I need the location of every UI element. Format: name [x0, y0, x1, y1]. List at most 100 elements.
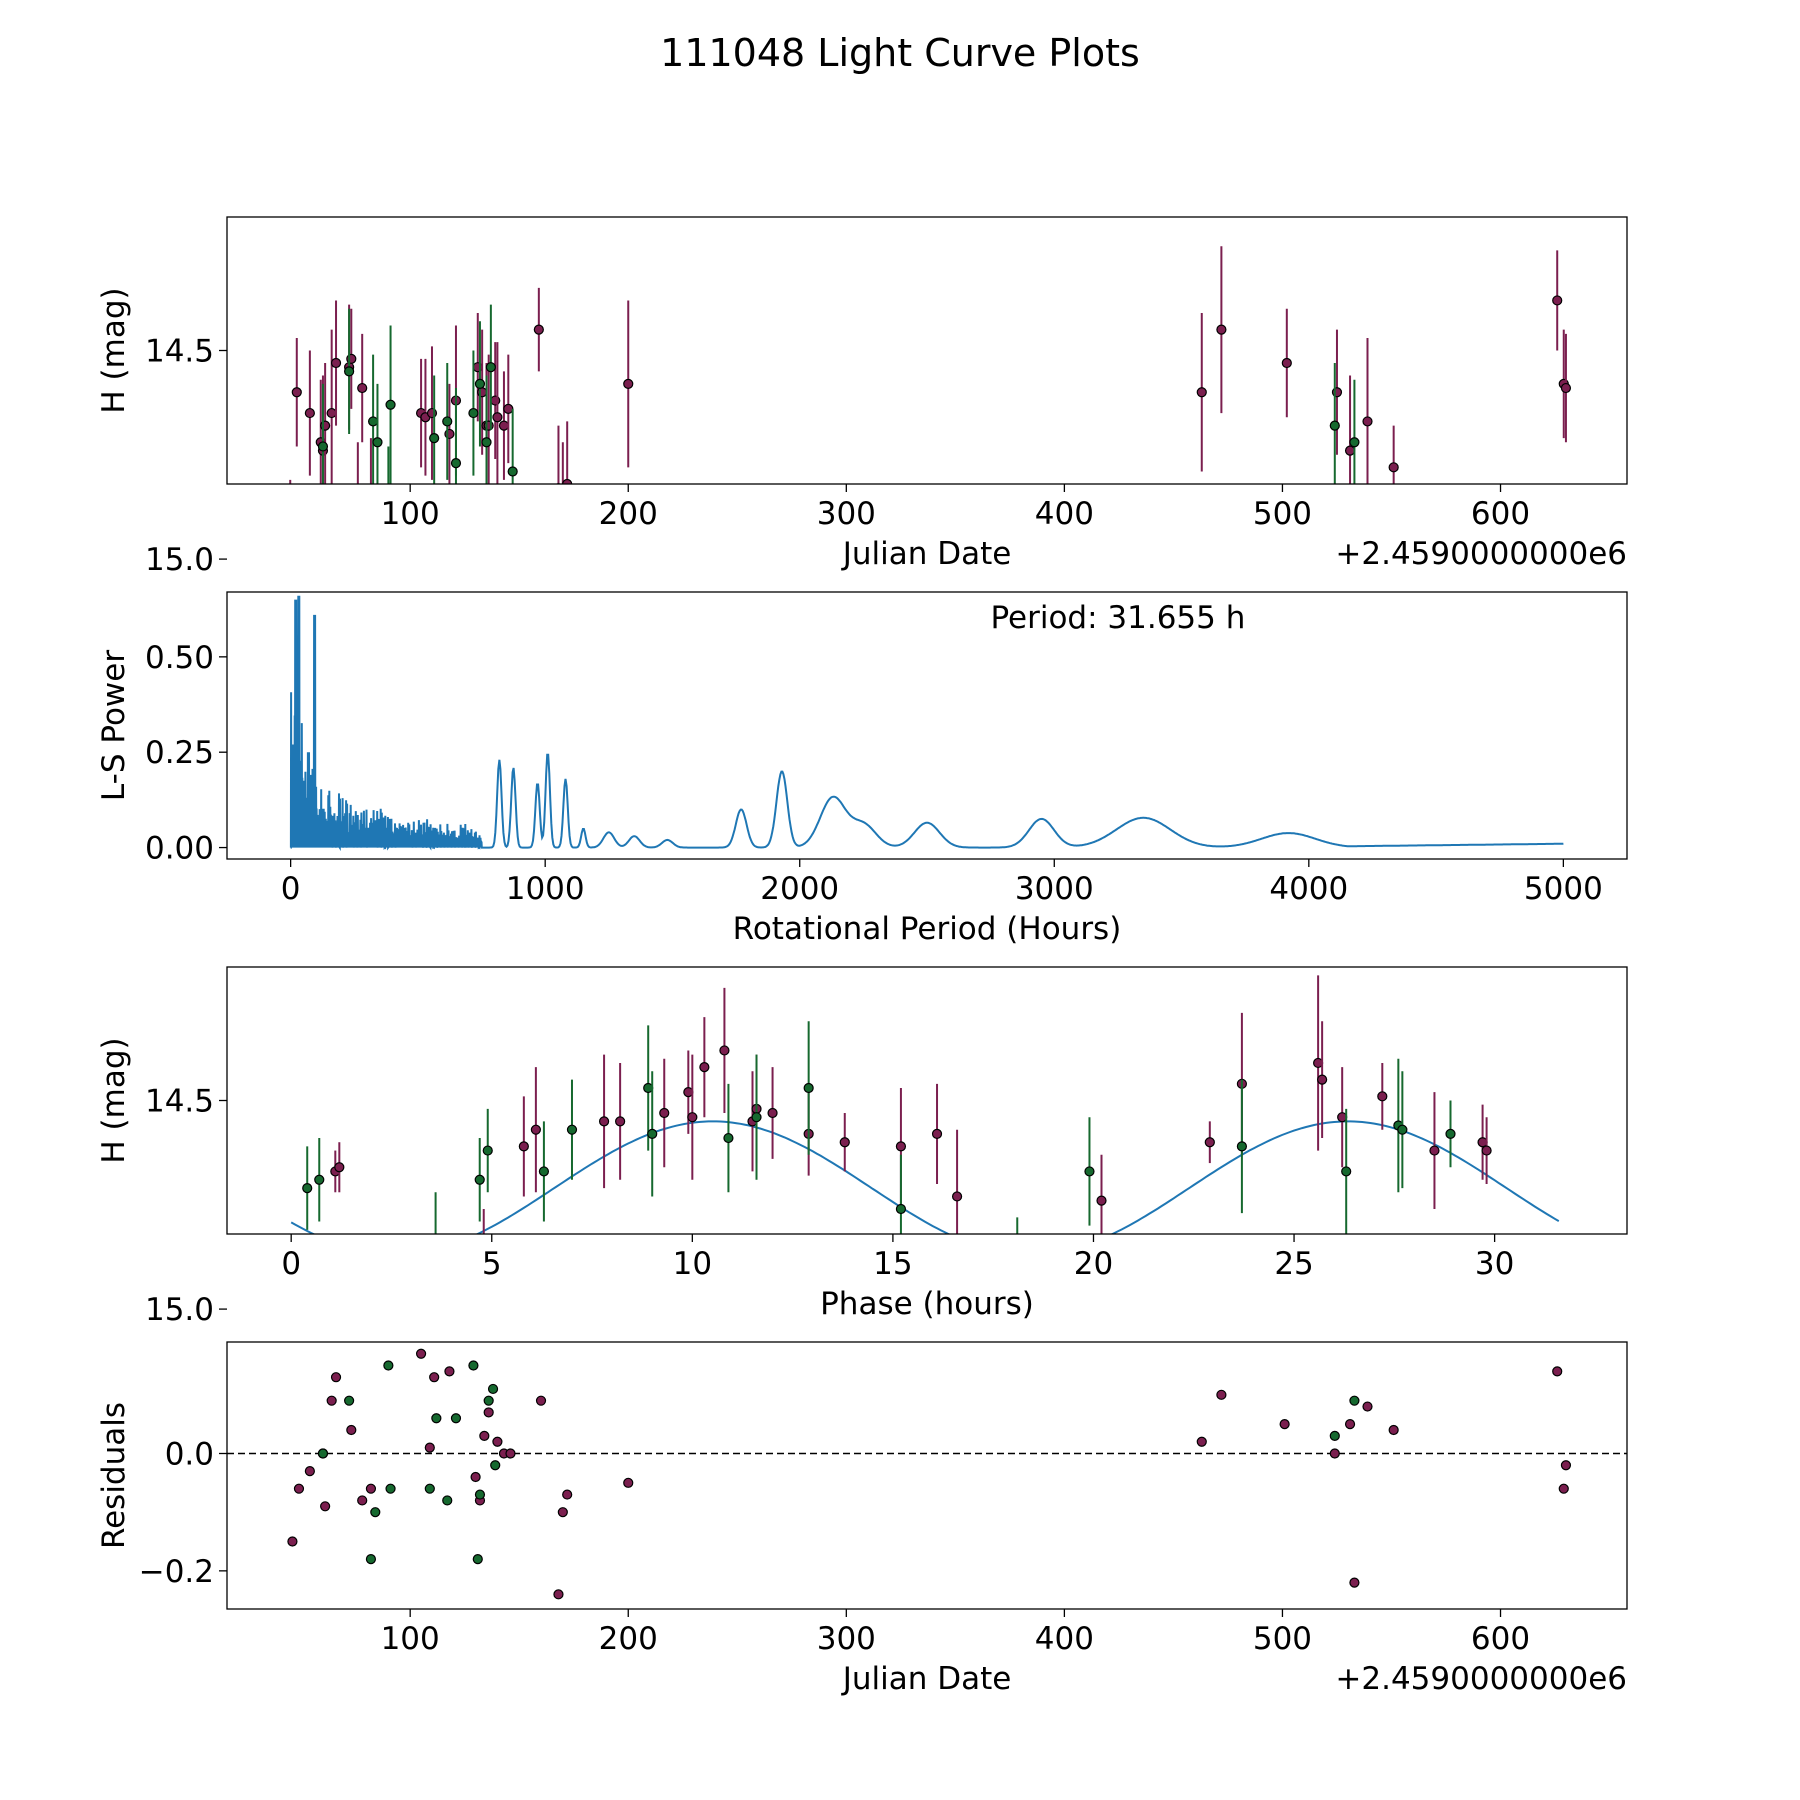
x-tick-label: 300: [817, 496, 876, 532]
data-point: [424, 1483, 435, 1494]
fit-curve: [290, 1120, 1560, 1234]
data-point: [719, 1045, 730, 1056]
data-point: [1362, 1401, 1373, 1412]
data-point: [483, 1395, 494, 1406]
data-point: [291, 387, 302, 398]
data-point: [320, 1501, 331, 1512]
x-tick-label: 5: [482, 1246, 502, 1282]
data-point: [1344, 1419, 1356, 1430]
x-tick-label: 4000: [1269, 871, 1348, 907]
x-axis-label: Julian Date: [841, 1661, 1012, 1697]
panel-phased: 0 5 10 15 20 25 30 15.0 14.5 Phase (hours) H (mag): [96, 966, 1628, 1328]
y-axis-label: Residuals: [96, 1402, 132, 1549]
y-tick-label: 0.0: [165, 1436, 214, 1472]
x-tick-label: 400: [1035, 496, 1094, 532]
data-point: [330, 357, 342, 369]
data-point: [687, 1112, 698, 1123]
data-point: [1552, 1366, 1563, 1377]
data-point: [346, 1424, 357, 1436]
x-tick-label: 1000: [506, 871, 585, 907]
series-r: [330, 975, 1492, 1234]
data-point: [931, 1128, 943, 1139]
y-tick-label: 0.00: [145, 831, 214, 867]
data-point: [492, 412, 503, 423]
panel-lightcurve: 100 200 300 400 500 600 15.0 14.5 Julian Date H (…: [96, 216, 1628, 578]
data-point: [895, 1203, 907, 1215]
data-point: [344, 1395, 355, 1406]
data-point: [1560, 1460, 1572, 1471]
data-point: [485, 362, 496, 373]
data-point: [951, 1191, 963, 1202]
data-point: [385, 399, 396, 410]
data-point: [1281, 357, 1292, 369]
data-point: [1329, 1448, 1340, 1459]
data-point: [767, 1107, 778, 1119]
data-point: [481, 437, 492, 448]
data-point: [415, 1348, 427, 1359]
data-point: [1377, 1091, 1388, 1102]
data-point: [317, 441, 329, 452]
data-point: [383, 1360, 394, 1371]
data-point: [1196, 387, 1207, 398]
plot-area: [227, 1348, 1627, 1600]
data-point: [314, 1174, 325, 1185]
data-point: [483, 1407, 494, 1418]
data-point: [562, 1489, 573, 1500]
data-point: [751, 1112, 762, 1123]
data-point: [503, 403, 514, 415]
y-axis-label: L-S Power: [96, 650, 132, 801]
data-point: [1096, 1195, 1107, 1206]
x-tick-label: 0: [281, 1246, 301, 1282]
y-axis-label: H (mag): [96, 287, 132, 413]
data-point: [803, 1082, 814, 1094]
x-axis-label: Rotational Period (Hours): [733, 911, 1122, 947]
data-point: [623, 1477, 634, 1488]
data-point: [370, 1507, 381, 1518]
data-point: [474, 1489, 486, 1500]
x-tick-label: 200: [599, 496, 658, 532]
data-point: [490, 1460, 501, 1471]
data-point: [647, 1128, 658, 1139]
data-point: [357, 382, 368, 394]
data-point: [431, 1413, 442, 1424]
data-point: [1362, 416, 1373, 427]
data-point: [1429, 1145, 1440, 1156]
x-tick-label: 100: [381, 1621, 440, 1657]
y-tick-label: 0.50: [145, 640, 214, 676]
data-point: [1204, 1137, 1215, 1148]
x-tick-label: 300: [817, 1621, 876, 1657]
x-tick-label: 400: [1035, 1621, 1094, 1657]
data-point: [326, 1395, 337, 1406]
x-tick-label: 500: [1253, 496, 1312, 532]
x-tick-label: 600: [1471, 496, 1530, 532]
data-point: [482, 1145, 493, 1156]
data-point: [474, 378, 486, 389]
data-point: [535, 1395, 547, 1406]
data-point: [1329, 1430, 1340, 1441]
data-point: [429, 1372, 440, 1383]
data-point: [1344, 445, 1356, 456]
period-annotation: Period: 31.655 h: [990, 600, 1245, 636]
data-point: [1236, 1141, 1247, 1152]
figure-title: 111048 Light Curve Plots: [660, 31, 1140, 75]
x-tick-label: 30: [1475, 1246, 1514, 1282]
x-tick-label: 3000: [1015, 871, 1094, 907]
x-tick-label: 5000: [1524, 871, 1603, 907]
data-point: [304, 407, 315, 419]
data-point: [302, 1183, 313, 1194]
series-g: [317, 1360, 1360, 1565]
data-point: [598, 1116, 610, 1127]
data-point: [326, 407, 337, 419]
data-point: [615, 1116, 626, 1127]
data-point: [287, 1536, 298, 1547]
data-point: [1445, 1128, 1456, 1139]
data-point: [1349, 1395, 1360, 1406]
data-point: [293, 1483, 305, 1494]
y-tick-label: −0.2: [139, 1554, 214, 1590]
data-point: [538, 1166, 550, 1177]
y-tick-label: 0.25: [145, 735, 214, 771]
x-tick-label: 2000: [760, 871, 839, 907]
data-point: [487, 1383, 499, 1395]
data-point: [1560, 382, 1572, 394]
